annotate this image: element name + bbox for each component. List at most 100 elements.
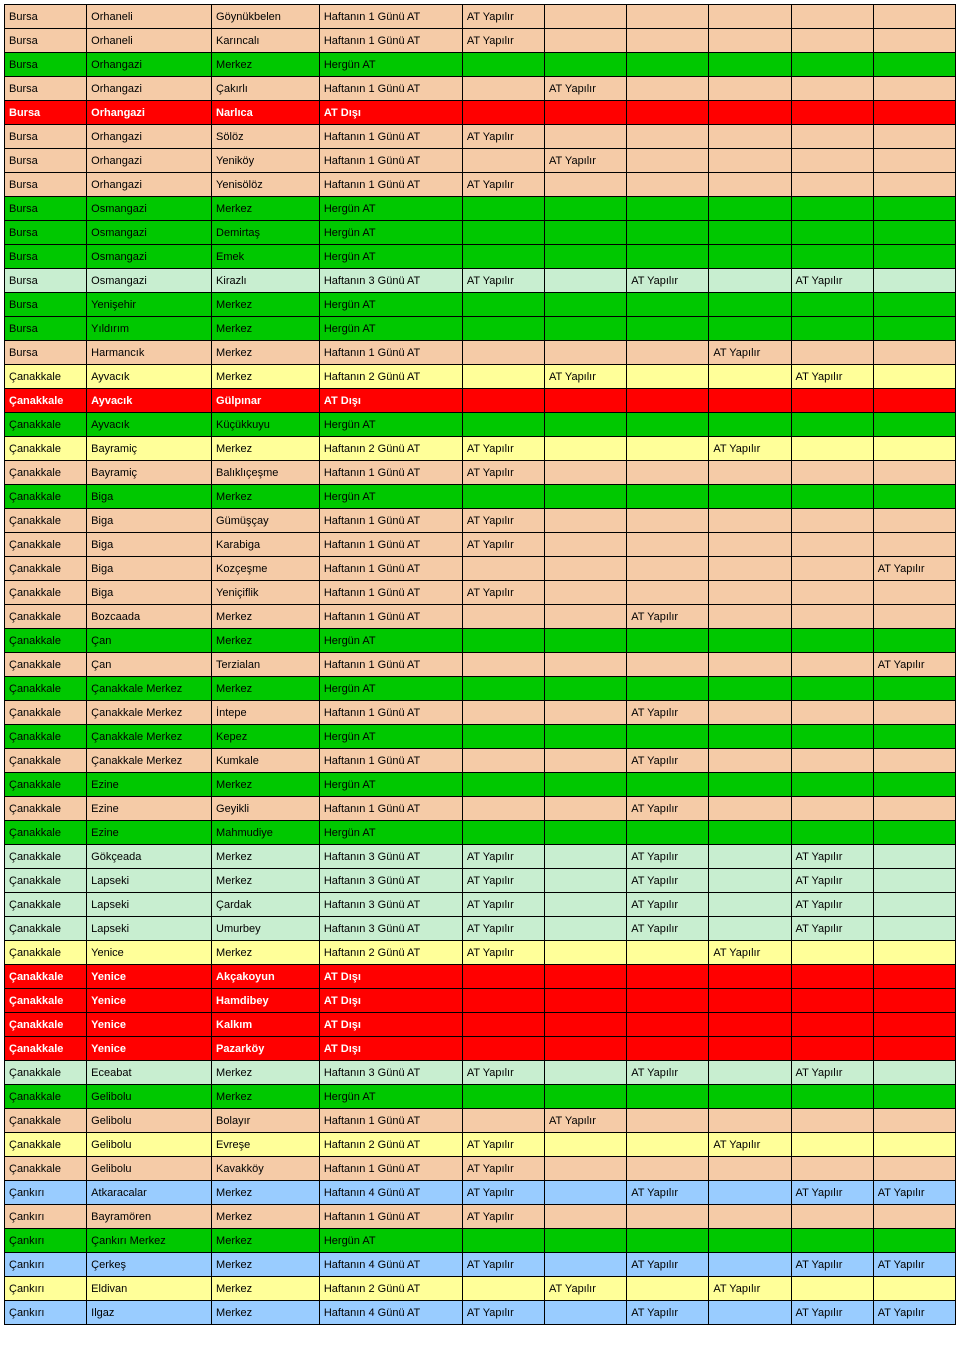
- cell-col-5: [545, 1301, 627, 1325]
- table-row: BursaOsmangaziDemirtaşHergün AT: [5, 221, 956, 245]
- cell-col-8: [791, 29, 873, 53]
- cell-col-1: Bayramören: [87, 1205, 212, 1229]
- cell-col-8: [791, 797, 873, 821]
- cell-col-6: [627, 389, 709, 413]
- cell-col-2: Merkez: [212, 341, 320, 365]
- cell-col-3: Haftanın 1 Günü AT: [319, 77, 462, 101]
- cell-col-0: Çanakkale: [5, 437, 87, 461]
- cell-col-3: AT Dışı: [319, 389, 462, 413]
- cell-col-6: [627, 1013, 709, 1037]
- cell-col-5: [545, 509, 627, 533]
- cell-col-1: Osmangazi: [87, 245, 212, 269]
- cell-col-3: Haftanın 1 Günü AT: [319, 1157, 462, 1181]
- cell-col-8: [791, 989, 873, 1013]
- cell-col-8: [791, 125, 873, 149]
- cell-col-8: [791, 533, 873, 557]
- cell-col-2: Merkez: [212, 1253, 320, 1277]
- cell-col-6: AT Yapılır: [627, 917, 709, 941]
- cell-col-0: Çanakkale: [5, 893, 87, 917]
- cell-col-8: [791, 197, 873, 221]
- cell-col-1: Yenice: [87, 1037, 212, 1061]
- cell-col-1: Çerkeş: [87, 1253, 212, 1277]
- cell-col-1: Gelibolu: [87, 1157, 212, 1181]
- cell-col-2: Karıncalı: [212, 29, 320, 53]
- cell-col-5: [545, 197, 627, 221]
- cell-col-8: [791, 1109, 873, 1133]
- cell-col-5: AT Yapılır: [545, 1109, 627, 1133]
- cell-col-3: Haftanın 1 Günü AT: [319, 605, 462, 629]
- cell-col-2: Merkez: [212, 485, 320, 509]
- cell-col-8: [791, 1133, 873, 1157]
- cell-col-5: [545, 557, 627, 581]
- cell-col-8: [791, 101, 873, 125]
- table-row: BursaYıldırımMerkezHergün AT: [5, 317, 956, 341]
- cell-col-1: Çankırı Merkez: [87, 1229, 212, 1253]
- cell-col-2: Pazarköy: [212, 1037, 320, 1061]
- cell-col-5: [545, 341, 627, 365]
- cell-col-5: AT Yapılır: [545, 77, 627, 101]
- cell-col-9: [873, 701, 955, 725]
- cell-col-1: Ilgaz: [87, 1301, 212, 1325]
- cell-col-0: Çanakkale: [5, 917, 87, 941]
- cell-col-2: Merkez: [212, 629, 320, 653]
- cell-col-8: [791, 317, 873, 341]
- cell-col-6: [627, 557, 709, 581]
- cell-col-7: [709, 749, 791, 773]
- cell-col-2: Merkez: [212, 605, 320, 629]
- cell-col-8: [791, 605, 873, 629]
- cell-col-6: AT Yapılır: [627, 749, 709, 773]
- cell-col-2: Karabiga: [212, 533, 320, 557]
- cell-col-1: Harmancık: [87, 341, 212, 365]
- cell-col-0: Çankırı: [5, 1181, 87, 1205]
- cell-col-1: Eldivan: [87, 1277, 212, 1301]
- cell-col-1: Biga: [87, 509, 212, 533]
- cell-col-7: [709, 1205, 791, 1229]
- cell-col-6: [627, 365, 709, 389]
- cell-col-3: Hergün AT: [319, 1229, 462, 1253]
- cell-col-2: Çardak: [212, 893, 320, 917]
- cell-col-4: AT Yapılır: [462, 29, 544, 53]
- cell-col-6: [627, 1133, 709, 1157]
- cell-col-5: [545, 821, 627, 845]
- cell-col-1: Gelibolu: [87, 1133, 212, 1157]
- cell-col-0: Çanakkale: [5, 965, 87, 989]
- cell-col-6: AT Yapılır: [627, 1181, 709, 1205]
- cell-col-7: [709, 1037, 791, 1061]
- cell-col-1: Orhangazi: [87, 77, 212, 101]
- cell-col-0: Bursa: [5, 173, 87, 197]
- cell-col-9: [873, 1037, 955, 1061]
- cell-col-9: [873, 437, 955, 461]
- cell-col-1: Çanakkale Merkez: [87, 725, 212, 749]
- table-row: BursaOrhangaziÇakırlıHaftanın 1 Günü ATA…: [5, 77, 956, 101]
- table-row: ÇanakkaleGökçeadaMerkezHaftanın 3 Günü A…: [5, 845, 956, 869]
- cell-col-9: [873, 29, 955, 53]
- cell-col-2: Geyikli: [212, 797, 320, 821]
- cell-col-3: Hergün AT: [319, 197, 462, 221]
- cell-col-5: [545, 1181, 627, 1205]
- cell-col-7: [709, 461, 791, 485]
- cell-col-8: [791, 1037, 873, 1061]
- cell-col-5: [545, 125, 627, 149]
- cell-col-6: [627, 53, 709, 77]
- cell-col-7: [709, 53, 791, 77]
- cell-col-3: Haftanın 4 Günü AT: [319, 1253, 462, 1277]
- cell-col-1: Eceabat: [87, 1061, 212, 1085]
- cell-col-5: [545, 1133, 627, 1157]
- cell-col-3: Hergün AT: [319, 773, 462, 797]
- cell-col-6: AT Yapılır: [627, 1253, 709, 1277]
- cell-col-2: Hamdibey: [212, 989, 320, 1013]
- table-row: ÇanakkaleBozcaadaMerkezHaftanın 1 Günü A…: [5, 605, 956, 629]
- table-row: ÇanakkaleGeliboluEvreşeHaftanın 2 Günü A…: [5, 1133, 956, 1157]
- cell-col-8: [791, 701, 873, 725]
- cell-col-6: [627, 1157, 709, 1181]
- cell-col-9: AT Yapılır: [873, 1301, 955, 1325]
- cell-col-3: Hergün AT: [319, 317, 462, 341]
- cell-col-4: AT Yapılır: [462, 1133, 544, 1157]
- table-row: BursaOrhangaziYenisölözHaftanın 1 Günü A…: [5, 173, 956, 197]
- cell-col-7: [709, 821, 791, 845]
- cell-col-1: Çanakkale Merkez: [87, 701, 212, 725]
- cell-col-1: Ezine: [87, 773, 212, 797]
- table-row: ÇanakkaleÇanakkale MerkezKepezHergün AT: [5, 725, 956, 749]
- table-row: ÇanakkaleAyvacıkMerkezHaftanın 2 Günü AT…: [5, 365, 956, 389]
- cell-col-2: Çakırlı: [212, 77, 320, 101]
